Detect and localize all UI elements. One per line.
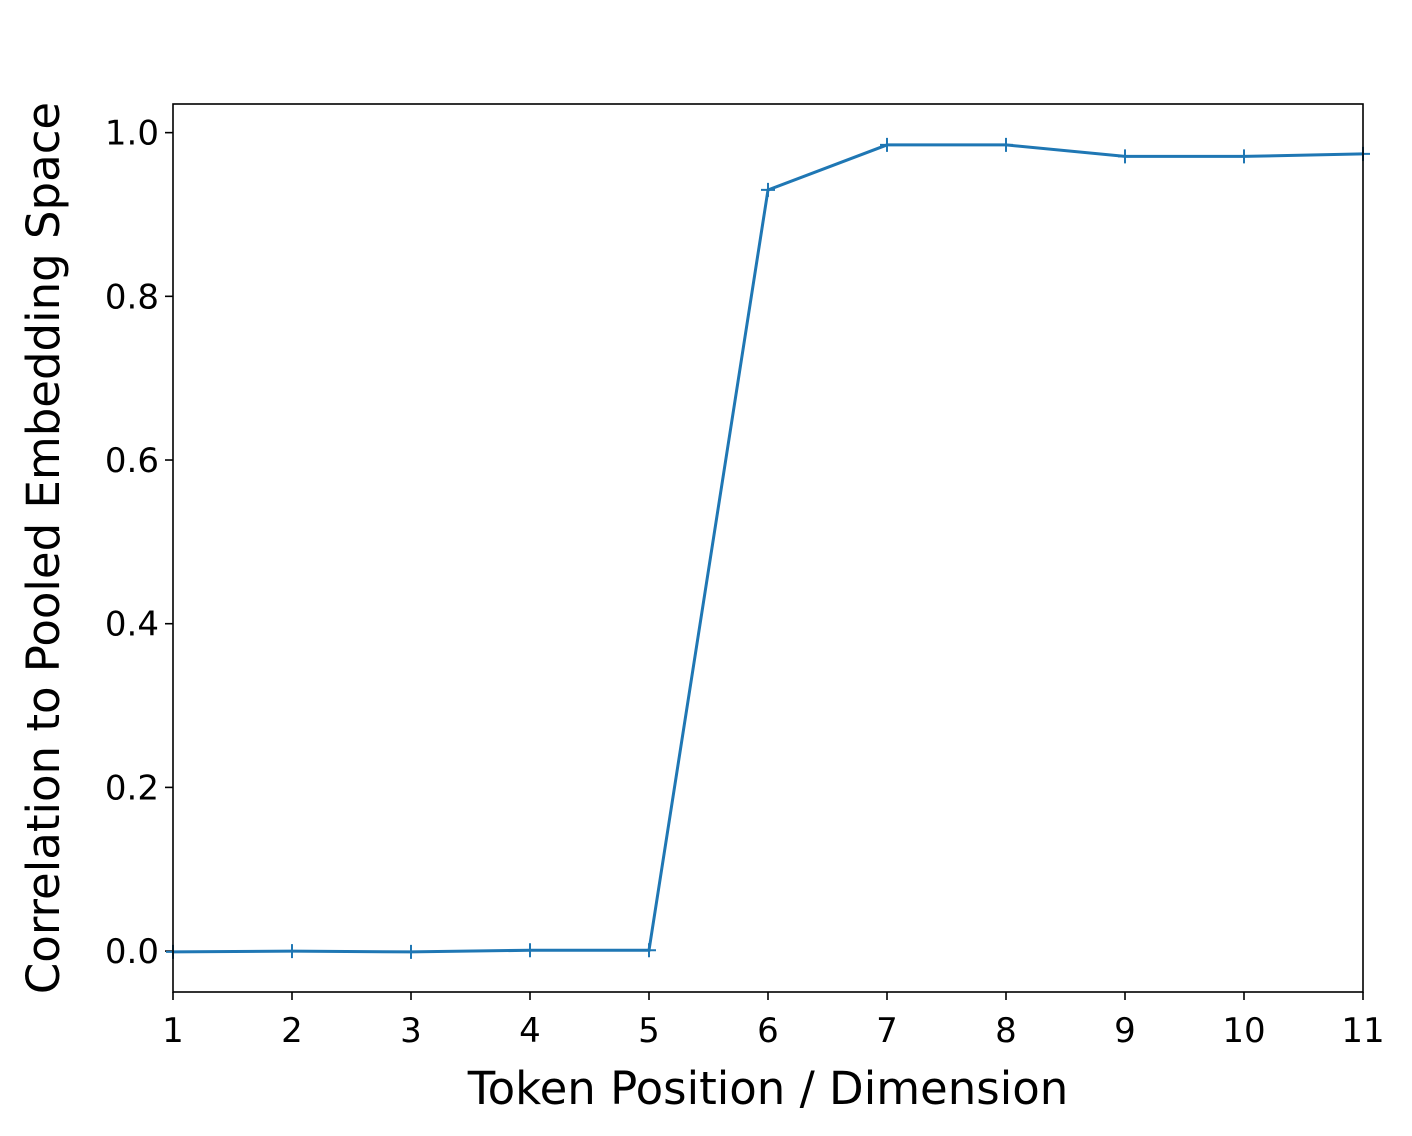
data-marker bbox=[1237, 149, 1251, 164]
x-axis-label: Token Position / Dimension bbox=[467, 1062, 1069, 1115]
data-marker bbox=[642, 943, 656, 958]
y-axis-label: Correlation to Pooled Embedding Space bbox=[17, 102, 70, 994]
x-tick-label: 7 bbox=[876, 1011, 898, 1051]
x-tick-label: 1 bbox=[162, 1011, 184, 1051]
x-tick-label: 2 bbox=[281, 1011, 303, 1051]
x-tick-label: 10 bbox=[1222, 1011, 1265, 1051]
x-tick-label: 4 bbox=[519, 1011, 541, 1051]
x-tick-label: 9 bbox=[1114, 1011, 1136, 1051]
data-marker bbox=[1118, 149, 1132, 164]
x-tick-label: 3 bbox=[400, 1011, 422, 1051]
x-tick-label: 8 bbox=[995, 1011, 1017, 1051]
data-marker bbox=[761, 182, 775, 197]
y-tick-label: 0.8 bbox=[105, 277, 159, 317]
x-tick-label: 5 bbox=[638, 1011, 660, 1051]
y-tick-label: 1.0 bbox=[105, 114, 159, 154]
y-tick-label: 0.4 bbox=[105, 605, 159, 645]
data-marker bbox=[404, 944, 418, 959]
data-marker bbox=[285, 944, 299, 959]
y-tick-label: 0.2 bbox=[105, 768, 159, 808]
x-tick-label: 6 bbox=[757, 1011, 779, 1051]
data-marker bbox=[880, 137, 894, 152]
data-marker bbox=[523, 943, 537, 958]
x-tick-label: 11 bbox=[1341, 1011, 1384, 1051]
y-tick-label: 0.0 bbox=[105, 932, 159, 972]
y-tick-label: 0.6 bbox=[105, 441, 159, 481]
plot-frame bbox=[172, 103, 1364, 993]
data-marker bbox=[999, 137, 1013, 152]
